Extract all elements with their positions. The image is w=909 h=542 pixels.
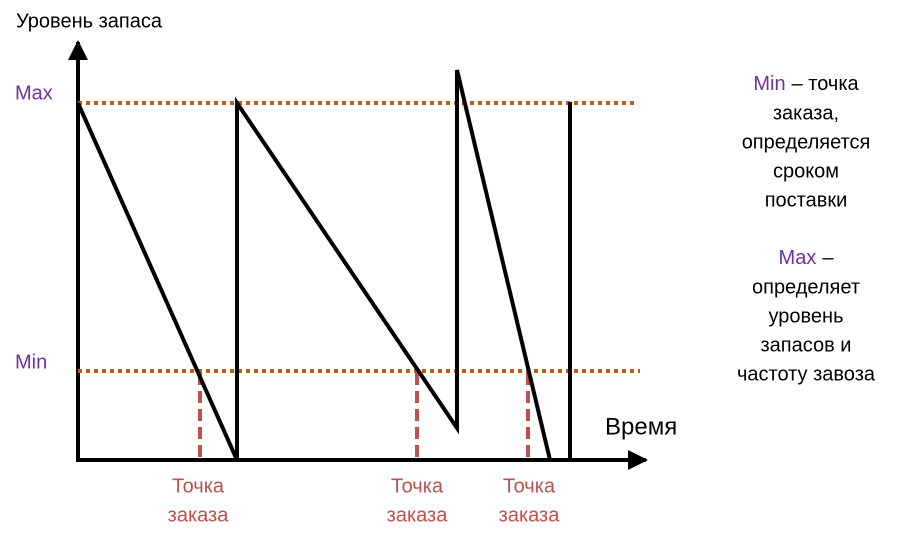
note-line: уровень	[768, 305, 843, 327]
order-point-lines	[198, 373, 530, 460]
note-text: –	[822, 247, 834, 269]
note-line: определяется	[742, 131, 871, 153]
order-point-label: заказа	[387, 504, 449, 526]
order-point-labels: Точка заказа Точка заказа Точка заказа	[168, 475, 561, 526]
note-line: частоту завоза	[737, 363, 876, 385]
y-axis-label: Уровень запаса	[16, 10, 163, 32]
note-line: запасов и	[761, 334, 852, 356]
note-term: Max	[779, 247, 817, 269]
max-label: Max	[15, 82, 53, 104]
note-line: заказа,	[773, 102, 839, 124]
notes: Min – точка заказа, определяется сроком поста…	[737, 73, 876, 385]
order-point-label: заказа	[168, 504, 230, 526]
order-point-label: Точка	[391, 475, 444, 497]
min-label: Min	[15, 351, 47, 373]
order-point-label: заказа	[499, 504, 561, 526]
x-axis-label: Время	[605, 413, 677, 440]
note-term: Min	[753, 73, 785, 95]
note-line: Max –	[779, 247, 835, 269]
note-line: определяет	[752, 276, 860, 298]
note-line: сроком	[773, 160, 839, 182]
note-line: Min – точка	[753, 73, 859, 95]
note-text: – точка	[792, 73, 860, 95]
order-point-label: Точка	[503, 475, 556, 497]
order-point-label: Точка	[172, 475, 225, 497]
note-line: поставки	[765, 189, 848, 211]
stock-level-line	[76, 69, 552, 461]
